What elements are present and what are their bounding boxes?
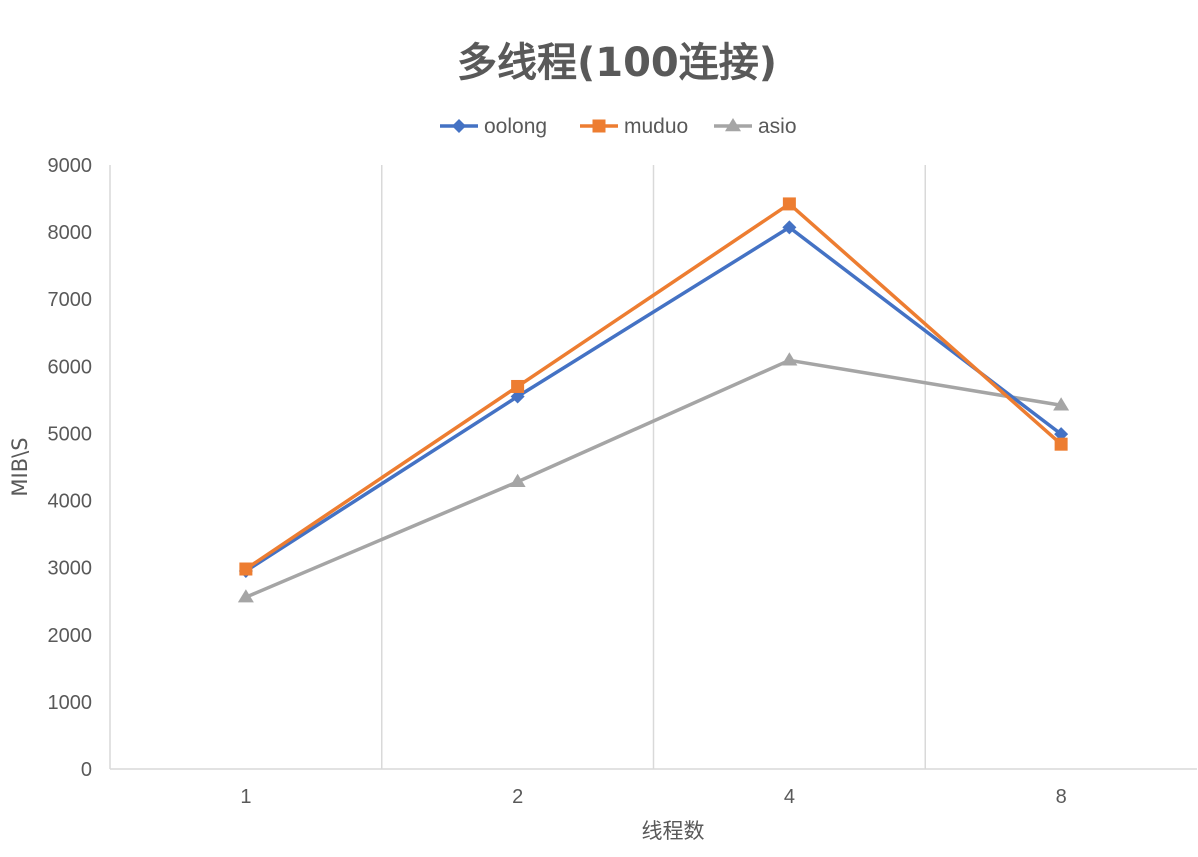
legend[interactable]: oolong muduo asio [440,115,797,138]
legend-marker [725,118,741,132]
y-tick-label: 5000 [48,423,93,445]
y-tick-label: 2000 [48,625,93,647]
series-muduo [239,197,1068,576]
legend-label: asio [758,115,797,138]
x-tick-label: 8 [1056,786,1067,808]
axis-layer: 0 1000 2000 3000 4000 5000 6000 7000 8000 9000 1 2 4… [48,155,1197,808]
legend-item-muduo[interactable]: muduo [580,115,688,138]
legend-label: oolong [484,115,547,138]
y-tick-label: 9000 [48,155,93,177]
data-point-asio [237,589,254,603]
y-tick-label: 4000 [48,491,93,513]
legend-marker [452,119,466,133]
x-tick-label: 4 [784,786,795,808]
series-layer [237,197,1070,603]
data-point-oolong [1054,427,1069,442]
legend-label: muduo [624,115,688,138]
data-point-asio [1053,397,1070,411]
y-tick-label: 6000 [48,356,93,378]
x-tick-label: 1 [240,786,251,808]
y-axis-title: MIB\S [8,437,32,496]
series-line-muduo [244,202,1063,571]
data-point-muduo [239,562,253,576]
legend-marker [592,119,606,133]
legend-item-oolong[interactable]: oolong [440,115,547,138]
data-point-oolong [510,389,525,404]
chart-title: 多线程(100连接) [457,40,777,86]
series-line-oolong [244,225,1063,573]
y-tick-label: 3000 [48,558,93,580]
y-tick-label: 8000 [48,222,93,244]
y-tick-label: 0 [81,759,92,781]
legend-item-asio[interactable]: asio [714,115,797,138]
data-point-muduo [782,197,796,211]
series-asio [237,352,1070,603]
data-point-oolong [782,220,797,235]
data-point-muduo [1054,437,1068,451]
x-axis-title: 线程数 [642,819,705,843]
data-point-muduo [511,379,525,393]
y-tick-label: 1000 [48,692,93,714]
series-line-asio [244,358,1063,599]
data-point-asio [781,352,798,366]
grid-layer [381,165,926,769]
y-tick-label: 7000 [48,289,93,311]
x-tick-label: 2 [512,786,523,808]
data-point-asio [509,473,526,487]
